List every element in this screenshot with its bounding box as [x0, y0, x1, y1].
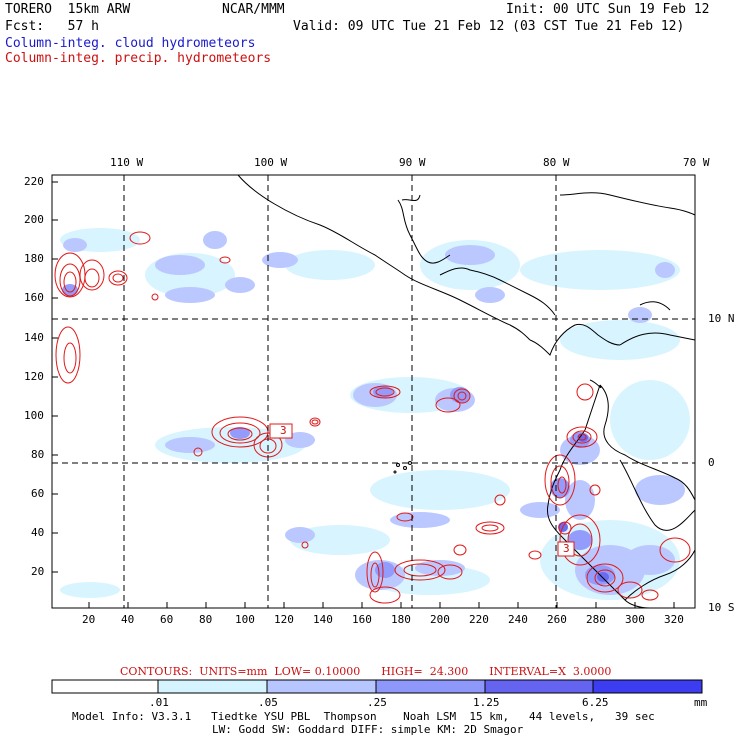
x-tick: 40 — [121, 613, 135, 626]
x-tick: 260 — [547, 613, 567, 626]
lon-label-100w: 100 W — [254, 156, 288, 169]
y-tick: 40 — [31, 526, 45, 539]
contour-info: CONTOURS: UNITS=mm LOW= 0.10000 HIGH= 24… — [120, 665, 612, 678]
y-tick: 160 — [24, 291, 44, 304]
init-time: Init: 00 UTC Sun 19 Feb 12 — [506, 2, 710, 17]
lat-label-0: 0 — [708, 456, 715, 469]
x-tick: 180 — [391, 613, 411, 626]
x-tick: 100 — [235, 613, 255, 626]
y-tick: 120 — [24, 370, 44, 383]
valid-time: Valid: 09 UTC Tue 21 Feb 12 (03 CST Tue … — [293, 19, 685, 34]
x-tick: 80 — [199, 613, 213, 626]
x-tick: 200 — [430, 613, 450, 626]
x-tick: 320 — [664, 613, 684, 626]
x-tick: 120 — [274, 613, 294, 626]
model-title: TORERO 15km ARW — [5, 2, 131, 17]
axis-ticks — [52, 181, 675, 608]
y-tick: 220 — [24, 175, 44, 188]
y-tick: 180 — [24, 252, 44, 265]
y-tick: 20 — [31, 565, 45, 578]
x-tick: 60 — [160, 613, 174, 626]
x-tick: 20 — [82, 613, 96, 626]
y-tick: 60 — [31, 487, 45, 500]
lon-label-80w: 80 W — [543, 156, 570, 169]
contour-value-label: 3 — [280, 424, 287, 437]
colorbar-label: .01 — [149, 696, 169, 709]
colorbar-unit: mm — [694, 696, 708, 709]
y-tick: 200 — [24, 213, 44, 226]
contour-value-label: 3 — [563, 542, 570, 555]
lat-lon-grid — [52, 175, 695, 608]
x-tick: 280 — [586, 613, 606, 626]
lat-label-10s: 10 S — [708, 601, 735, 614]
x-tick: 160 — [352, 613, 372, 626]
lon-label-110w: 110 W — [110, 156, 144, 169]
cloud-hydrometeor-shading — [60, 228, 690, 600]
model-physics: LW: Godd SW: Goddard DIFF: simple KM: 2D… — [212, 723, 524, 736]
x-tick: 140 — [313, 613, 333, 626]
x-tick: 220 — [469, 613, 489, 626]
x-tick: 300 — [625, 613, 645, 626]
coastlines — [237, 174, 696, 609]
precip-field-label: Column-integ. precip. hydrometeors — [5, 51, 272, 66]
lon-label-70w: 70 W — [683, 156, 710, 169]
x-tick: 240 — [508, 613, 528, 626]
y-tick: 100 — [24, 409, 44, 422]
lon-label-90w: 90 W — [399, 156, 426, 169]
lat-label-10n: 10 N — [708, 312, 735, 325]
y-tick: 80 — [31, 448, 45, 461]
forecast-hour: Fcst: 57 h — [5, 19, 99, 34]
precip-contours — [54, 231, 691, 604]
contour-label-boxes — [269, 423, 575, 557]
colorbar-label: 1.25 — [473, 696, 500, 709]
model-info: Model Info: V3.3.1 Tiedtke YSU PBL Thomp… — [72, 710, 655, 723]
map-frame — [51, 174, 696, 609]
colorbar-label: .05 — [258, 696, 278, 709]
colorbar-label: .25 — [367, 696, 387, 709]
organization: NCAR/MMM — [222, 2, 285, 17]
colorbar-label: 6.25 — [582, 696, 609, 709]
y-tick: 140 — [24, 331, 44, 344]
colorbar — [51, 679, 703, 694]
cloud-field-label: Column-integ. cloud hydrometeors — [5, 36, 256, 51]
